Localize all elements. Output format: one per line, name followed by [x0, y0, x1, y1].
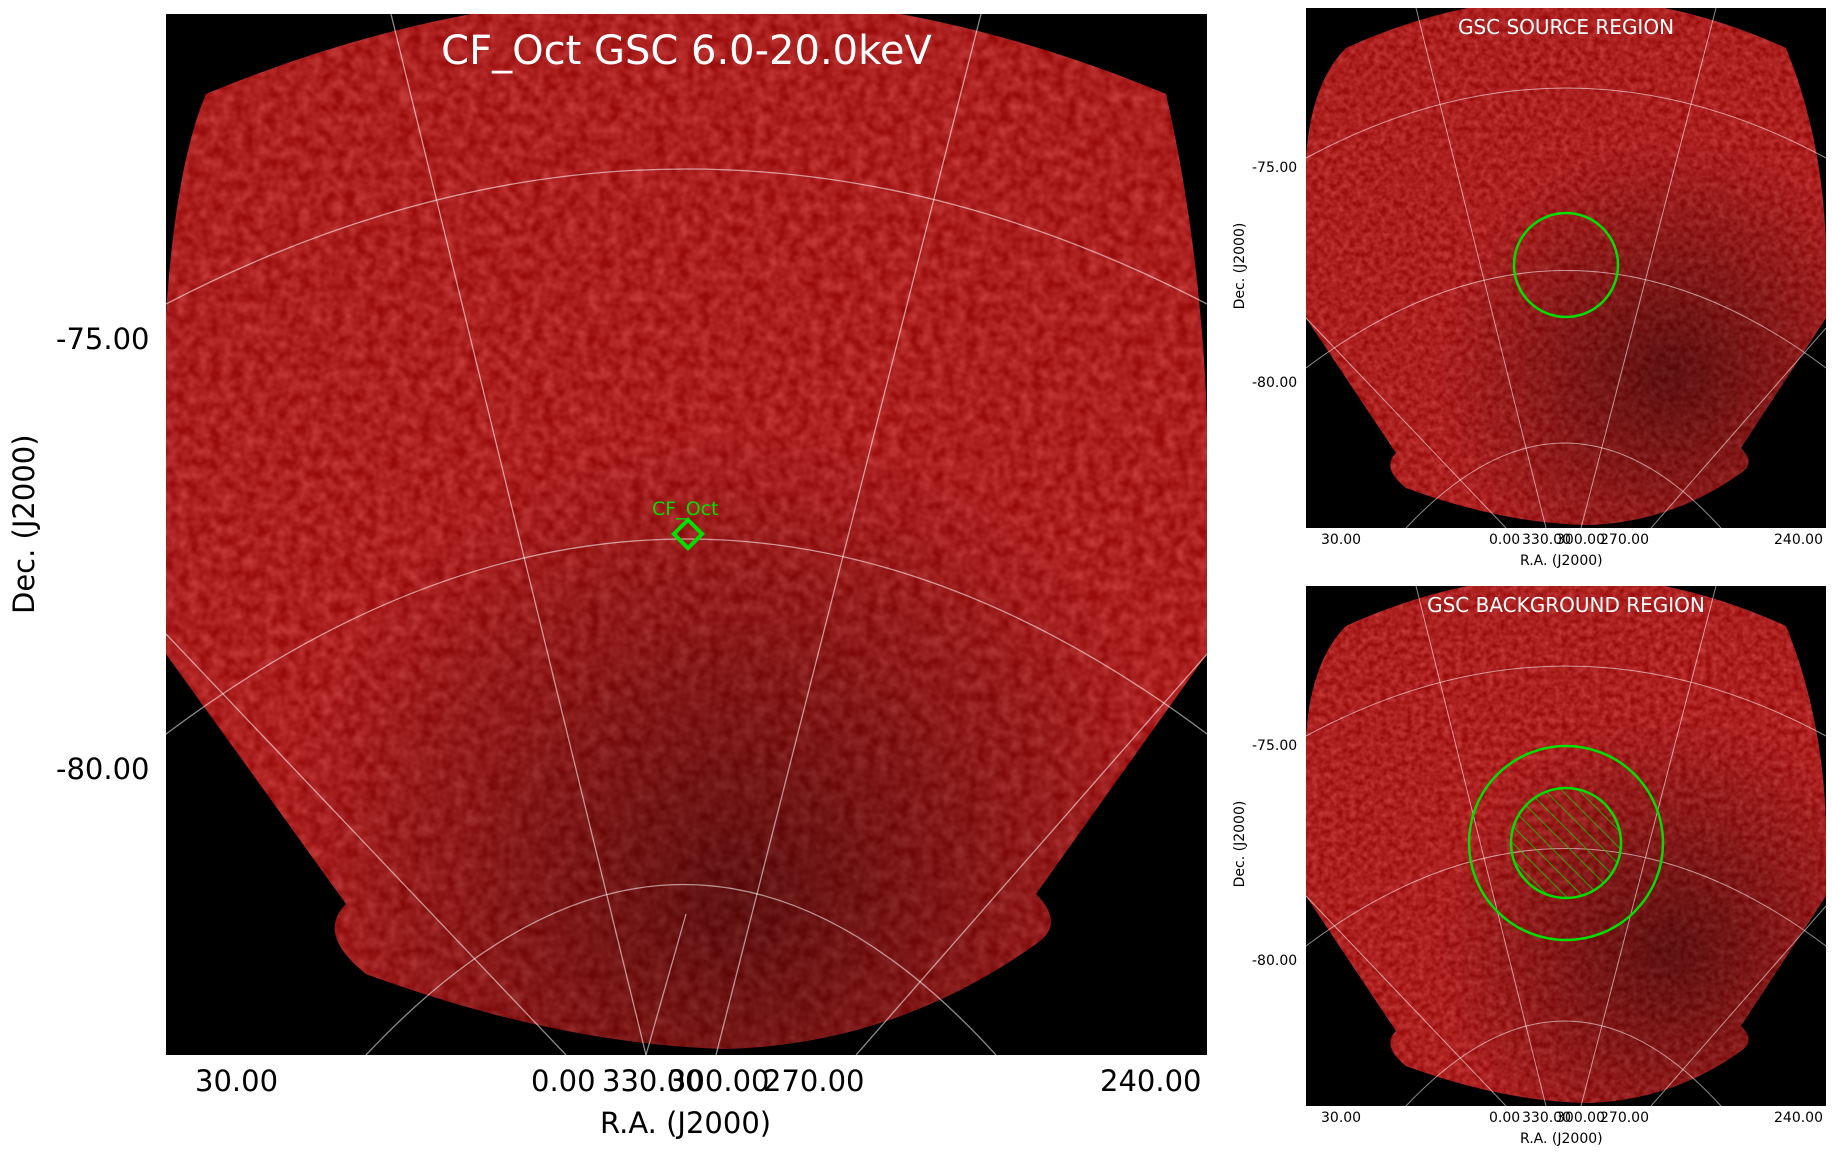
background-excluded-circle [1509, 786, 1623, 900]
background-x-axis-title: R.A. (J2000) [1520, 1131, 1603, 1147]
source-x-axis-title: R.A. (J2000) [1520, 553, 1603, 569]
source-xtick-label: 0.00 [1489, 532, 1521, 548]
source-diamond-marker [671, 517, 705, 551]
source-y-axis-title: Dec. (J2000) [1232, 222, 1248, 310]
source-sky-image [1306, 8, 1826, 528]
main-xtick-label: 330.00 [602, 1064, 704, 1098]
background-xtick-label: 330.00 [1522, 1110, 1571, 1126]
main-ytick-label: -75.00 [56, 322, 150, 356]
main-xtick-label: 30.00 [195, 1064, 279, 1098]
coordinate-grid [1306, 8, 1826, 528]
source-ytick-label: -75.00 [1252, 160, 1298, 176]
source-name-label: CF_Oct [652, 498, 719, 520]
source-xtick-label: 300.00 [1556, 532, 1605, 548]
background-ytick-label: -80.00 [1252, 953, 1298, 969]
main-sky-image [166, 14, 1207, 1055]
background-xtick-label: 300.00 [1556, 1110, 1605, 1126]
main-x-axis-title: R.A. (J2000) [600, 1106, 772, 1140]
background-xtick-label: 270.00 [1600, 1110, 1649, 1126]
main-title: CF_Oct GSC 6.0-20.0keV [441, 28, 932, 74]
background-sky-image [1306, 586, 1826, 1106]
source-panel-title: GSC SOURCE REGION [1457, 15, 1675, 39]
source-region-circle [1512, 211, 1620, 319]
main-xtick-label: 0.00 [531, 1064, 596, 1098]
source-xtick-label: 240.00 [1774, 532, 1823, 548]
background-ytick-label: -75.00 [1252, 738, 1298, 754]
background-region-panel: GSC BACKGROUND REGION [1306, 586, 1826, 1106]
main-y-axis-title: Dec. (J2000) [7, 434, 41, 614]
background-xtick-label: 0.00 [1489, 1110, 1521, 1126]
coordinate-grid [166, 14, 1207, 1055]
source-xtick-label: 270.00 [1600, 532, 1649, 548]
background-panel-title: GSC BACKGROUND REGION [1427, 593, 1705, 617]
source-region-panel: GSC SOURCE REGION [1306, 8, 1826, 528]
background-xtick-label: 240.00 [1774, 1110, 1823, 1126]
source-ytick-label: -80.00 [1252, 375, 1298, 391]
background-outer-circle [1467, 744, 1665, 942]
main-image-panel: CF_Oct GSC 6.0-20.0keV CF_Oct [166, 14, 1207, 1055]
source-xtick-label: 30.00 [1321, 532, 1362, 548]
background-xtick-label: 30.00 [1321, 1110, 1362, 1126]
main-ytick-label: -80.00 [56, 752, 150, 786]
main-xtick-label: 300.00 [668, 1064, 770, 1098]
background-y-axis-title: Dec. (J2000) [1232, 800, 1248, 888]
source-xtick-label: 330.00 [1522, 532, 1571, 548]
main-xtick-label: 270.00 [763, 1064, 865, 1098]
main-xtick-label: 240.00 [1100, 1064, 1202, 1098]
